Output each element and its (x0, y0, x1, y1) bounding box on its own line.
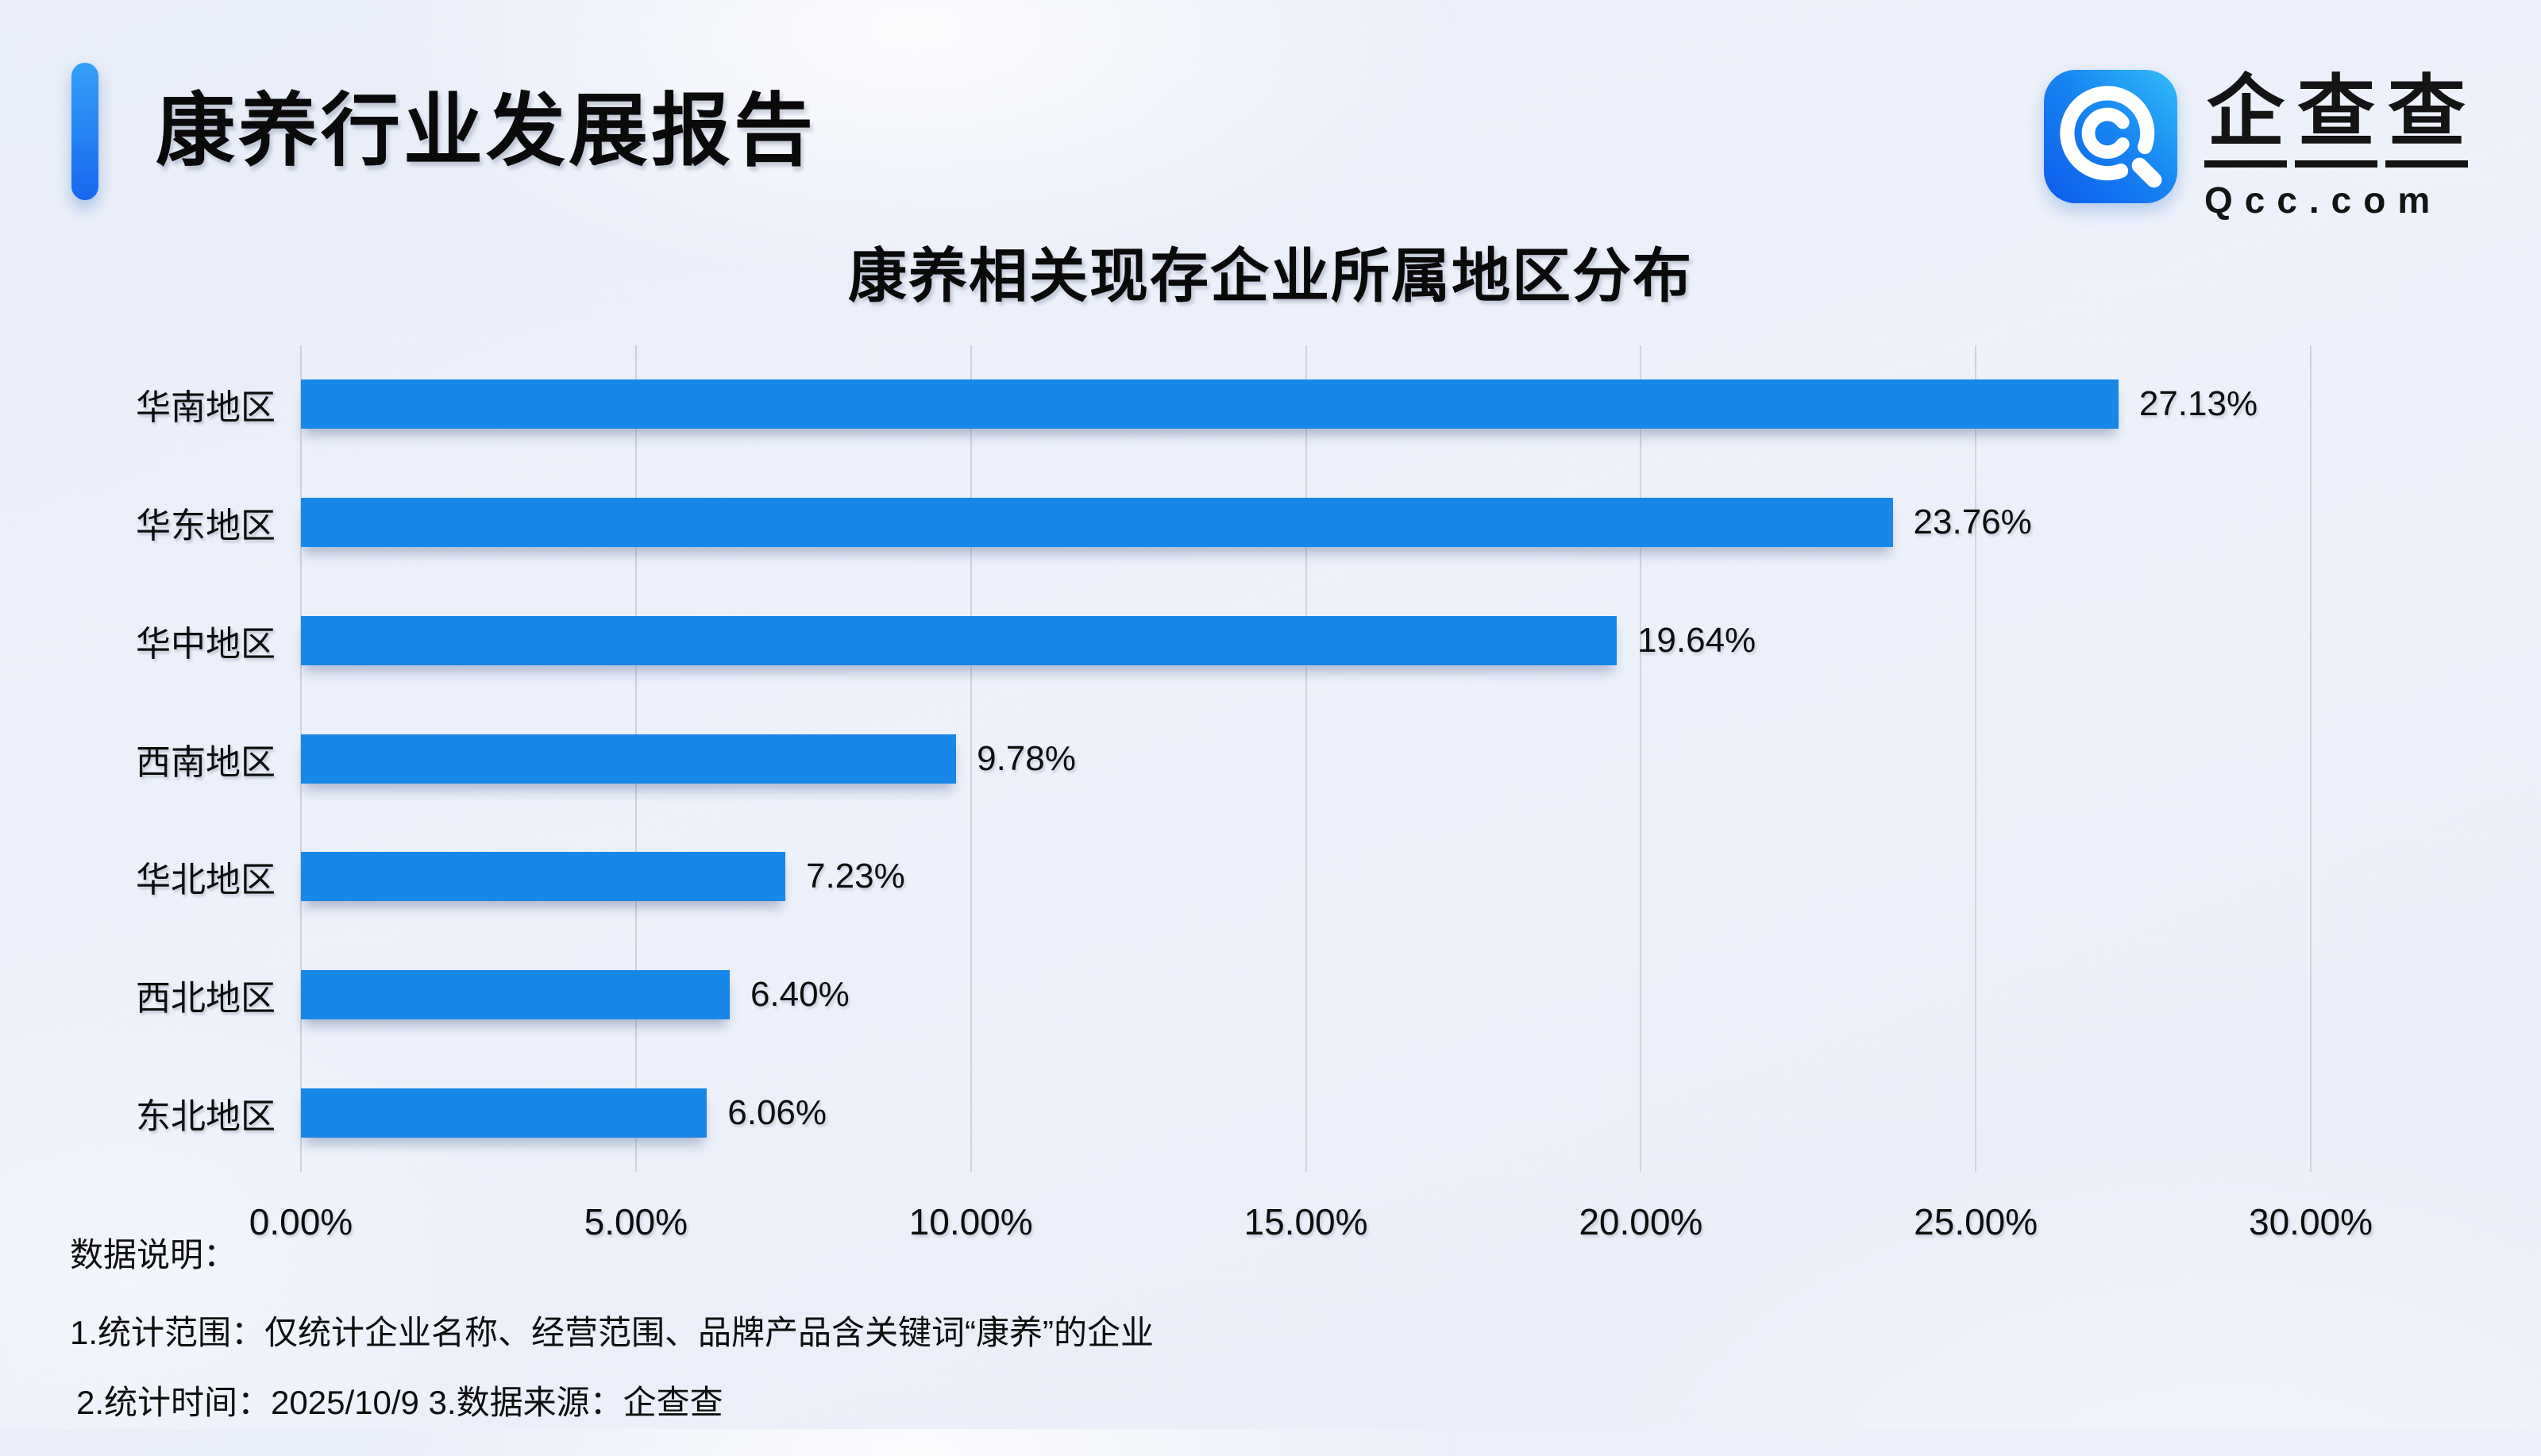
bar (301, 734, 957, 784)
gridline (1640, 345, 1642, 1172)
bar-row: 华东地区 23.76% (136, 464, 2311, 582)
bar (301, 379, 2119, 429)
brand-name-cn: 企查查 (2204, 69, 2468, 168)
value-label: 27.13% (2138, 384, 2258, 424)
category-label: 华东地区 (136, 507, 276, 546)
bar (301, 1088, 708, 1138)
bar-row: 华南地区 27.13% (136, 345, 2311, 464)
value-label: 7.23% (805, 857, 905, 896)
brand-text-block: 企查查 Qcc.com (2204, 69, 2468, 221)
brand-name-char: 查 (2385, 69, 2468, 168)
x-tick-label: 25.00% (1914, 1201, 2038, 1242)
bar (301, 498, 1893, 548)
report-title: 康养行业发展报告 (156, 87, 816, 175)
value-label: 6.40% (750, 974, 850, 1014)
x-tick-label: 10.00% (908, 1201, 1033, 1242)
magnifier-q-glyph (2060, 86, 2162, 188)
bar-row: 华北地区 7.23% (136, 818, 2311, 936)
value-label: 9.78% (977, 738, 1076, 778)
category-label: 华南地区 (136, 388, 276, 428)
category-label: 西南地区 (136, 742, 276, 782)
gridline (970, 345, 972, 1172)
brand-name-char: 查 (2294, 69, 2377, 168)
brand-domain: Qcc.com (2204, 179, 2443, 221)
gridline (2310, 345, 2312, 1172)
x-tick-label: 5.00% (584, 1201, 688, 1242)
qcc-logo-icon (2043, 70, 2177, 203)
qcc-logo: 企查查 Qcc.com (2043, 69, 2468, 221)
category-label: 华中地区 (136, 624, 276, 664)
footnotes-heading: 数据说明： (70, 1236, 237, 1273)
value-label: 19.64% (1637, 620, 1756, 660)
x-tick-label: 20.00% (1579, 1201, 1703, 1242)
bar (301, 852, 785, 902)
gridline (1975, 345, 1977, 1172)
footnote-line: 2.统计时间：2025/10/9 3.数据来源：企查查 (76, 1384, 723, 1421)
x-tick-label: 0.00% (249, 1201, 353, 1242)
gridline (1305, 345, 1307, 1172)
bar (301, 615, 1617, 665)
category-label: 西北地区 (136, 978, 276, 1018)
brand-name-char: 企 (2204, 69, 2287, 168)
title-accent-bar (71, 63, 98, 200)
bar (301, 969, 730, 1019)
plot-area: 华南地区 27.13% 华东地区 23.76% 华中地区 19.64% 西南地区 9.78% 华… (136, 345, 2312, 1172)
x-tick-label: 15.00% (1244, 1201, 1368, 1242)
footnote-line: 1.统计范围：仅统计企业名称、经营范围、品牌产品含关键词“康养”的企业 (70, 1314, 1155, 1351)
value-label: 6.06% (727, 1092, 827, 1132)
category-label: 华北地区 (136, 861, 276, 900)
chart-title: 康养相关现存企业所属地区分布 (848, 243, 1693, 309)
footnotes: 数据说明： 1.统计范围：仅统计企业名称、经营范围、品牌产品含关键词“康养”的企… (70, 1238, 1154, 1456)
bar-row: 西南地区 9.78% (136, 699, 2311, 818)
category-label: 东北地区 (136, 1096, 276, 1136)
x-tick-label: 30.00% (2248, 1201, 2373, 1242)
bar-row: 西北地区 6.40% (136, 936, 2311, 1054)
value-label: 23.76% (1913, 503, 2032, 542)
bar-row: 华中地区 19.64% (136, 581, 2311, 699)
x-axis: 0.00% 5.00% 10.00% 15.00% 20.00% 25.00% 30.00% (249, 1200, 2373, 1248)
bar-row: 东北地区 6.06% (136, 1053, 2311, 1172)
